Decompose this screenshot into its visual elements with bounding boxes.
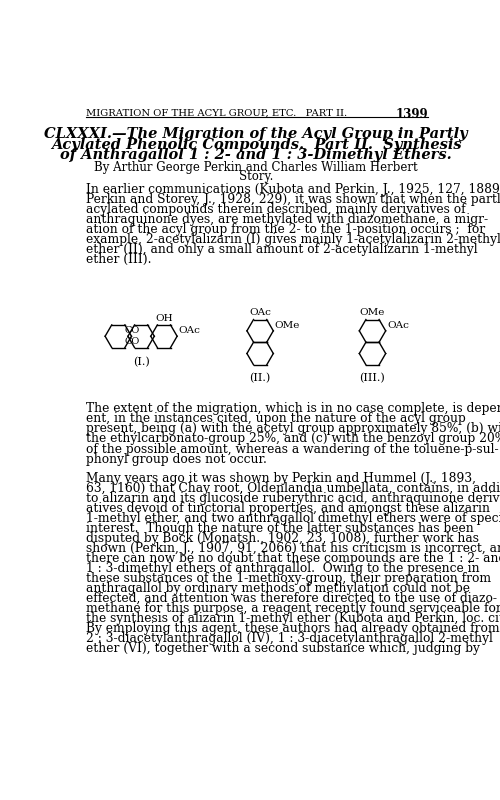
Text: (III.): (III.) [360, 373, 386, 383]
Text: OAc: OAc [178, 326, 201, 335]
Text: By Arthur George Perkin and Charles William Herbert: By Arthur George Perkin and Charles Will… [94, 161, 418, 174]
Text: 1 : 3-dimethyl ethers of anthragallol.  Owing to the presence in: 1 : 3-dimethyl ethers of anthragallol. O… [86, 562, 479, 575]
Text: example, 2-acetylalizarin (I) gives mainly 1-acetylalizarin 2-methyl: example, 2-acetylalizarin (I) gives main… [86, 233, 500, 246]
Text: acylated compounds therein described, mainly derivatives of: acylated compounds therein described, ma… [86, 203, 466, 216]
Text: Perkin and Storey, J., 1928, 229), it was shown that when the partly: Perkin and Storey, J., 1928, 229), it wa… [86, 193, 500, 206]
Text: In earlier communications (Kubota and Perkin, J., 1925, 127, 1889 ;: In earlier communications (Kubota and Pe… [86, 183, 500, 196]
Text: (II.): (II.) [250, 373, 271, 383]
Text: 2 : 3-diacetylanthragallol (IV), 1 : 3-diacetylanthragallol 2-methyl: 2 : 3-diacetylanthragallol (IV), 1 : 3-d… [86, 632, 492, 645]
Text: anthragallol by ordinary methods of methylation could not be: anthragallol by ordinary methods of meth… [86, 582, 470, 595]
Text: ether (III).: ether (III). [86, 253, 151, 266]
Text: present, being (a) with the acetyl group approximately 85%, (b) with: present, being (a) with the acetyl group… [86, 422, 500, 435]
Text: to alizarin and its glucoside ruberythric acid, anthraquinone deriv-: to alizarin and its glucoside ruberythri… [86, 492, 500, 505]
Text: MIGRATION OF THE ACYL GROUP, ETC.   PART II.: MIGRATION OF THE ACYL GROUP, ETC. PART I… [86, 108, 347, 118]
Text: these substances of the 1-methoxy-group, their preparation from: these substances of the 1-methoxy-group,… [86, 572, 491, 585]
Text: anthraquinone dyes, are methylated with diazomethane, a migr-: anthraquinone dyes, are methylated with … [86, 213, 488, 226]
Text: Many years ago it was shown by Perkin and Hummel (J., 1893,: Many years ago it was shown by Perkin an… [86, 472, 476, 485]
Text: 1399: 1399 [396, 108, 428, 122]
Text: the ethylcarbonato-group 25%, and (c) with the benzoyl group 20%: the ethylcarbonato-group 25%, and (c) wi… [86, 433, 500, 446]
Text: ation of the acyl group from the 2- to the 1-position occurs ;  for: ation of the acyl group from the 2- to t… [86, 223, 485, 236]
Text: phonyl group does not occur.: phonyl group does not occur. [86, 453, 266, 466]
Text: OAc: OAc [249, 308, 271, 318]
Text: of the possible amount, whereas a wandering of the toluene-p-sul-: of the possible amount, whereas a wander… [86, 442, 498, 455]
Text: effected, and attention was therefore directed to the use of diazo-: effected, and attention was therefore di… [86, 592, 497, 605]
Text: Story.: Story. [239, 170, 274, 183]
Text: ent, in the instances cited, upon the nature of the acyl group: ent, in the instances cited, upon the na… [86, 413, 466, 426]
Text: Acylated Phenolic Compounds.  Part II.  Synthesis: Acylated Phenolic Compounds. Part II. Sy… [51, 138, 462, 151]
Text: ether (VI), together with a second substance which, judging by: ether (VI), together with a second subst… [86, 642, 479, 655]
Text: 63, 1160) that Chay root, Oldenlandia umbellata, contains, in addition: 63, 1160) that Chay root, Oldenlandia um… [86, 482, 500, 494]
Text: CLXXXI.—The Migration of the Acyl Group in Partly: CLXXXI.—The Migration of the Acyl Group … [44, 126, 468, 141]
Text: CO: CO [124, 338, 140, 346]
Text: 1-methyl ether, and two anthragallol dimethyl ethers were of special: 1-methyl ether, and two anthragallol dim… [86, 512, 500, 525]
Text: the synthesis of alizarin 1-methyl ether (Kubota and Perkin, loc. cit.).: the synthesis of alizarin 1-methyl ether… [86, 612, 500, 625]
Text: atives devoid of tinctorial properties, and amongst these alizarin: atives devoid of tinctorial properties, … [86, 502, 490, 514]
Text: disputed by Bock (Monatsh., 1902, 23, 1008), further work has: disputed by Bock (Monatsh., 1902, 23, 10… [86, 532, 479, 545]
Text: methane for this purpose, a reagent recently found serviceable for: methane for this purpose, a reagent rece… [86, 602, 500, 615]
Text: of Anthragallol 1 : 2- and 1 : 3-Dimethyl Ethers.: of Anthragallol 1 : 2- and 1 : 3-Dimethy… [60, 148, 452, 162]
Text: (I.): (I.) [132, 357, 150, 367]
Text: interest.  Though the nature of the latter substances has been: interest. Though the nature of the latte… [86, 522, 473, 535]
Text: ether (II), and only a small amount of 2-acetylalizarin 1-methyl: ether (II), and only a small amount of 2… [86, 243, 477, 256]
Text: The extent of the migration, which is in no case complete, is depend-: The extent of the migration, which is in… [86, 402, 500, 415]
Text: there can now be no doubt that these compounds are the 1 : 2- and: there can now be no doubt that these com… [86, 552, 500, 565]
Text: CO: CO [124, 326, 140, 335]
Text: OMe: OMe [360, 308, 385, 318]
Text: OMe: OMe [275, 321, 300, 330]
Text: shown (Perkin, J., 1907, 91, 2066) that his criticism is incorrect, and: shown (Perkin, J., 1907, 91, 2066) that … [86, 542, 500, 555]
Text: OAc: OAc [387, 321, 409, 330]
Text: OH: OH [155, 314, 173, 322]
Text: By employing this agent, these authors had already obtained from: By employing this agent, these authors h… [86, 622, 500, 635]
